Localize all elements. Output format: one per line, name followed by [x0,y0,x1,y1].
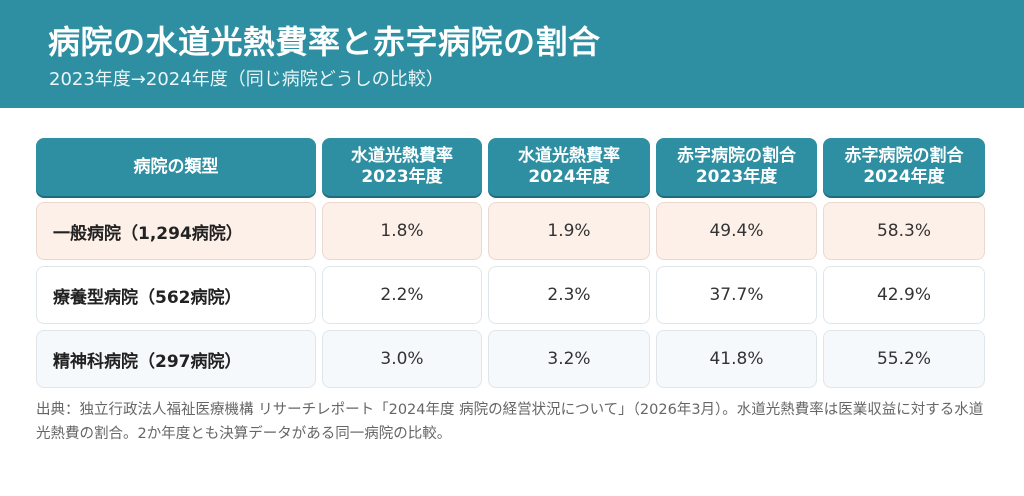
row-label-longterm-care: 療養型病院（562病院） [36,266,316,324]
header-banner: 病院の水道光熱費率と赤字病院の割合 2023年度→2024年度（同じ病院どうしの… [0,0,1024,108]
table-cell: 42.9% [823,266,985,324]
table-cell: 2.2% [322,266,482,324]
table-cell: 1.9% [488,202,650,260]
column-header-deficit-2023: 赤字病院の割合 2023年度 [656,138,817,196]
table-cell: 58.3% [823,202,985,260]
column-header-deficit-2024: 赤字病院の割合 2024年度 [823,138,985,196]
table-cell: 41.8% [656,330,817,388]
source-footnote: 出典：独立行政法人福祉医療機構 リサーチレポート「2024年度 病院の経営状況に… [36,402,984,442]
table-cell: 3.2% [488,330,650,388]
table-cell: 49.4% [656,202,817,260]
column-header-utility-2024: 水道光熱費率 2024年度 [488,138,650,196]
row-label-general: 一般病院（1,294病院） [36,202,316,260]
table-cell: 37.7% [656,266,817,324]
column-header-type: 病院の類型 [36,138,316,196]
table-cell: 3.0% [322,330,482,388]
column-header-utility-2023: 水道光熱費率 2023年度 [322,138,482,196]
table-cell: 1.8% [322,202,482,260]
page-subtitle: 2023年度→2024年度（同じ病院どうしの比較） [49,69,444,90]
page-title: 病院の水道光熱費率と赤字病院の割合 [48,23,601,61]
table-cell: 2.3% [488,266,650,324]
data-table: 病院の類型 水道光熱費率 2023年度 水道光熱費率 2024年度 赤字病院の割… [36,138,985,388]
row-label-psychiatric: 精神科病院（297病院） [36,330,316,388]
table-cell: 55.2% [823,330,985,388]
